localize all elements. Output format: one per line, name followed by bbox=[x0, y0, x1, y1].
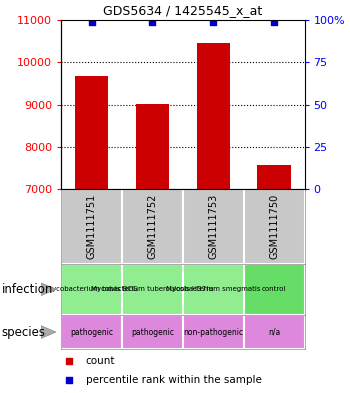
Text: GSM1111752: GSM1111752 bbox=[147, 194, 158, 259]
Bar bbox=[244, 189, 304, 264]
Text: infection: infection bbox=[2, 283, 53, 296]
Text: GSM1111750: GSM1111750 bbox=[269, 194, 279, 259]
Bar bbox=[61, 189, 122, 264]
Title: GDS5634 / 1425545_x_at: GDS5634 / 1425545_x_at bbox=[103, 4, 262, 17]
Bar bbox=[122, 264, 183, 315]
Point bbox=[271, 18, 277, 25]
Bar bbox=[75, 76, 108, 189]
Bar bbox=[183, 264, 244, 315]
Text: Mycobacterium bovis BCG: Mycobacterium bovis BCG bbox=[46, 286, 138, 292]
Bar bbox=[122, 189, 183, 264]
Text: control: control bbox=[262, 286, 286, 292]
Bar bbox=[183, 315, 244, 349]
Text: pathogenic: pathogenic bbox=[70, 328, 113, 336]
Text: GSM1111751: GSM1111751 bbox=[87, 194, 97, 259]
Polygon shape bbox=[41, 326, 56, 338]
Text: species: species bbox=[2, 325, 46, 339]
Text: count: count bbox=[85, 356, 115, 366]
Bar bbox=[122, 315, 183, 349]
Text: pathogenic: pathogenic bbox=[131, 328, 174, 336]
Bar bbox=[257, 165, 291, 189]
Bar bbox=[244, 264, 304, 315]
Polygon shape bbox=[41, 283, 56, 296]
Text: Mycobacterium tuberculosis H37ra: Mycobacterium tuberculosis H37ra bbox=[91, 286, 214, 292]
Bar bbox=[244, 315, 304, 349]
Point bbox=[66, 358, 71, 364]
Point bbox=[89, 18, 95, 25]
Bar bbox=[183, 189, 244, 264]
Text: percentile rank within the sample: percentile rank within the sample bbox=[85, 375, 261, 386]
Bar bbox=[61, 264, 122, 315]
Point bbox=[210, 18, 216, 25]
Point bbox=[66, 377, 71, 384]
Bar bbox=[136, 104, 169, 189]
Text: non-pathogenic: non-pathogenic bbox=[183, 328, 243, 336]
Point bbox=[150, 18, 155, 25]
Text: Mycobacterium smegmatis: Mycobacterium smegmatis bbox=[166, 286, 260, 292]
Bar bbox=[61, 315, 122, 349]
Bar bbox=[197, 43, 230, 189]
Text: n/a: n/a bbox=[268, 328, 280, 336]
Text: GSM1111753: GSM1111753 bbox=[208, 194, 218, 259]
